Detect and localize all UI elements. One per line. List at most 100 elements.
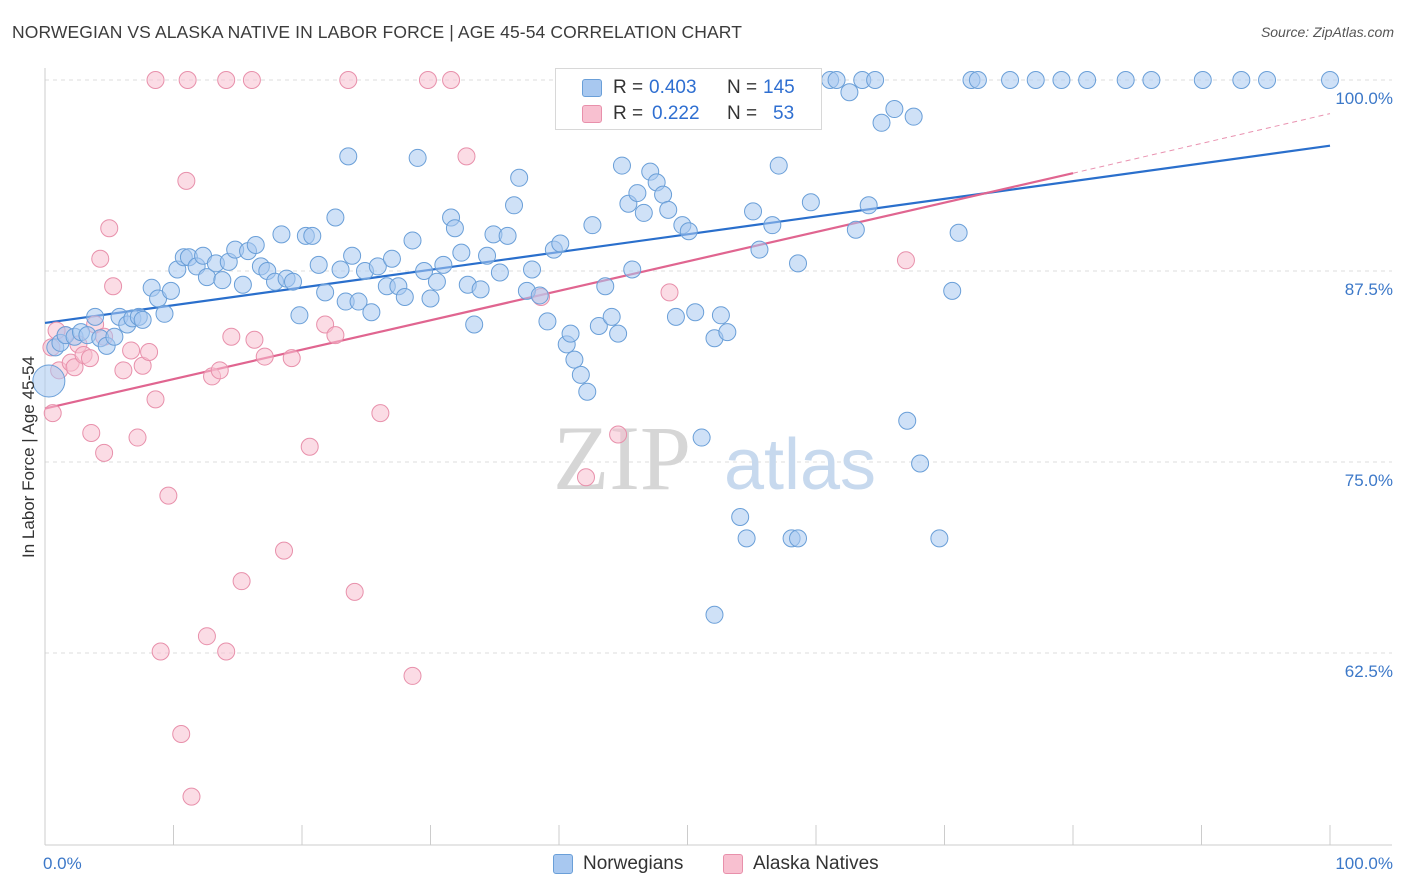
alaska-natives-point [91, 249, 110, 268]
norwegians-point [583, 216, 602, 235]
norwegians-point [968, 71, 987, 89]
norwegians-point [1321, 71, 1339, 89]
norwegians-point [133, 310, 152, 329]
legend-r-value: 0.222 [652, 103, 700, 124]
norwegians-point [465, 315, 484, 334]
alaska-natives-point [217, 71, 236, 89]
norwegians-point [737, 529, 756, 548]
norwegians-point [290, 306, 309, 325]
alaska-natives-point [275, 541, 294, 560]
norwegians-point [718, 323, 737, 342]
norwegians-point [1078, 71, 1097, 89]
alaska-natives-point [177, 171, 196, 190]
norwegians-point [326, 208, 345, 227]
alaska-natives-swatch [723, 854, 743, 874]
norwegians-point [612, 156, 631, 175]
alaska-natives-point [172, 724, 191, 743]
alaska-natives-point [197, 627, 216, 646]
alaska-natives-point [122, 341, 141, 360]
norwegians-point [316, 283, 335, 302]
x-tick-label-max: 100.0% [1335, 854, 1393, 873]
norwegians-point [578, 382, 597, 401]
norwegians-point [872, 113, 891, 132]
source-label: Source: ZipAtlas.com [1260, 24, 1394, 40]
correlation-legend: R = 0.403 N = 145 R = 0.222 N = 53 [555, 68, 822, 130]
norwegians-point [846, 220, 865, 239]
y-tick-labels: 100.0% 87.5% 75.0% 62.5% [1335, 89, 1393, 681]
legend-n-label: N = [727, 103, 758, 124]
norwegians-point [744, 202, 763, 221]
alaska-natives-point [242, 71, 261, 89]
norwegians-point [498, 226, 517, 245]
norwegians-point [368, 257, 387, 276]
legend-swatch-blue [582, 79, 602, 97]
alaska-natives-point [43, 404, 62, 423]
norwegians-point [538, 312, 557, 331]
norwegians-point [1116, 71, 1135, 89]
y-tick-label: 75.0% [1345, 471, 1393, 490]
alaska-natives-point [140, 342, 159, 361]
alaska-natives-point [82, 423, 101, 442]
alaska-natives-point [95, 443, 114, 462]
norwegians-point [551, 234, 570, 253]
norwegians-point [571, 365, 590, 384]
norwegians-point [1001, 71, 1020, 89]
norwegians-point [840, 83, 859, 102]
legend-n-value: 53 [773, 103, 795, 124]
norwegians-label: Norwegians [583, 853, 684, 874]
norwegians-point [395, 287, 414, 306]
norwegians-point [349, 292, 368, 311]
norwegians-point [686, 303, 705, 322]
norwegians-point [408, 148, 427, 167]
norwegians-point [452, 243, 471, 262]
norwegians-point [943, 281, 962, 300]
norwegians-point [679, 222, 698, 241]
norwegians-point [1232, 71, 1251, 89]
norwegians-point [859, 196, 878, 215]
norwegians-point [403, 231, 422, 250]
legend-n-value: 145 [763, 77, 795, 98]
alaska-natives-point [896, 251, 915, 270]
norwegians-point [763, 216, 782, 235]
alaska-natives-point [403, 666, 422, 685]
norwegians-point [731, 508, 750, 527]
legend-n-label: N = [727, 77, 758, 98]
norwegians-point [272, 225, 291, 244]
alaska-natives-point [222, 327, 241, 346]
norwegians-point [609, 324, 628, 343]
norwegians-point [233, 275, 252, 294]
alaska-natives-point [442, 71, 461, 89]
norwegians-point [1142, 71, 1161, 89]
alaska-natives-point [210, 361, 229, 380]
alaska-natives-label: Alaska Natives [753, 853, 879, 874]
alaska-natives-point [371, 404, 390, 423]
norwegians-point [523, 260, 542, 279]
x-tick-label-min: 0.0% [43, 854, 82, 873]
norwegians-point [155, 304, 174, 323]
norwegians-point [827, 71, 846, 89]
norwegians-point [505, 196, 524, 215]
norwegians-point [769, 156, 788, 175]
alaska-natives-point [245, 330, 264, 349]
legend-r-label: R = [613, 77, 644, 98]
y-tick-label: 62.5% [1345, 662, 1393, 681]
alaska-natives-trend-extension [1072, 113, 1331, 174]
alaska-natives-point [609, 425, 628, 444]
alaska-natives-point [182, 787, 201, 806]
legend-swatch-pink [582, 105, 602, 123]
alaska-natives-point [159, 486, 178, 505]
alaska-natives-point [576, 468, 595, 487]
norwegians-point [471, 280, 490, 299]
norwegians-point [1026, 71, 1045, 89]
norwegians-point [1193, 71, 1212, 89]
legend-row-norwegians: R = 0.403 N = 145 [556, 73, 821, 103]
norwegians-point [789, 254, 808, 273]
alaska-natives-point [326, 326, 345, 345]
legend-r-value: 0.403 [649, 77, 697, 98]
norwegians-point [898, 411, 917, 430]
data-points [32, 71, 1339, 806]
alaska-natives-point [151, 642, 170, 661]
y-axis-title: In Labor Force | Age 45-54 [19, 356, 38, 558]
alaska-natives-point [232, 572, 251, 591]
alaska-natives-point [300, 437, 319, 456]
